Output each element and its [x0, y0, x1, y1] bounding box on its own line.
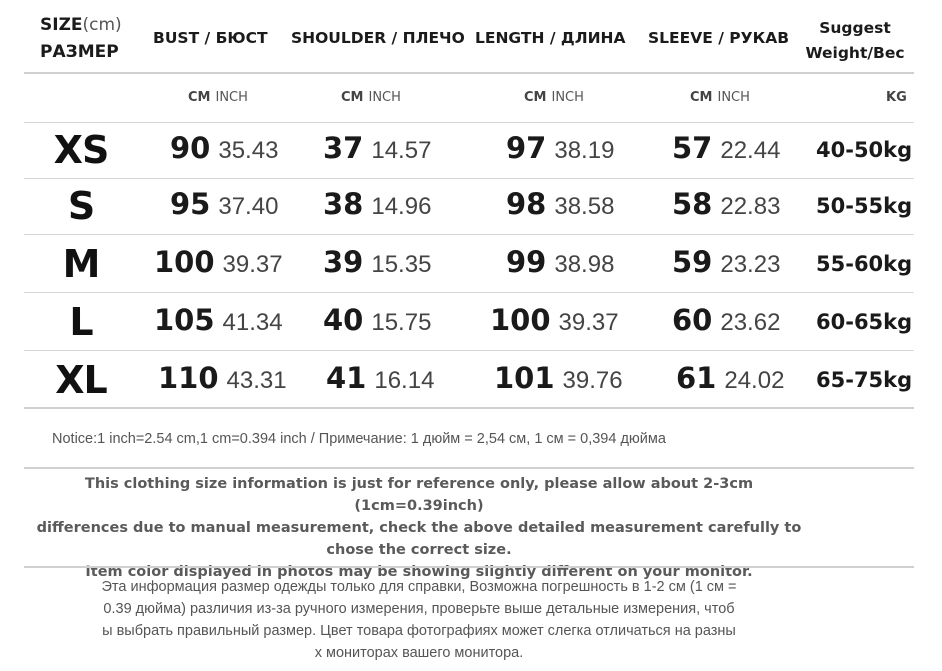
info-line: differences due to manual measurement, c… [36, 520, 802, 536]
length-cell: 97 38.19 [506, 131, 615, 165]
sleeve-cell: 60 23.62 [672, 303, 781, 337]
row-divider [24, 234, 914, 235]
shoulder-cell: 39 15.35 [323, 245, 432, 279]
info-line: This clothing size information is just f… [84, 476, 754, 514]
length-cell: 101 39.76 [494, 361, 623, 395]
info-line: ы выбрать правильный размер. Цвет товара… [102, 623, 736, 639]
shoulder-cell: 41 16.14 [326, 361, 435, 395]
info-paragraph-en: This clothing size information is just f… [24, 473, 814, 583]
length-header: LENGTH / ДЛИНА [475, 29, 626, 47]
info-line: chose the correct size. [326, 542, 512, 558]
sleeve-cell: 58 22.83 [672, 187, 781, 221]
weight-cell: 55-60kg [816, 252, 913, 276]
size-header-bottom: РАЗМЕР [40, 42, 119, 62]
sleeve-header: SLEEVE / РУКАВ [648, 29, 790, 47]
info-line: х мониторах вашего монитора. [314, 645, 524, 661]
bust-header: BUST / БЮСТ [153, 29, 268, 47]
weight-cell: 50-55kg [816, 194, 913, 218]
weight-header-bottom: Weight/Вес [805, 44, 905, 62]
weight-header: Suggest Weight/Вес [804, 16, 906, 66]
bust-cell: 90 35.43 [170, 131, 279, 165]
size-header-top: SIZE [40, 15, 83, 35]
shoulder-header: SHOULDER / ПЛЕЧО [291, 29, 465, 47]
sleeve-cell: 61 24.02 [676, 361, 785, 395]
sleeve-cell: 59 23.23 [672, 245, 781, 279]
size-label: L [69, 300, 93, 344]
shoulder-cell: 38 14.96 [323, 187, 432, 221]
weight-units: KG [886, 90, 907, 105]
weight-cell: 65-75kg [816, 368, 913, 392]
row-divider [24, 292, 914, 293]
size-label: M [62, 242, 101, 286]
bust-cell: 100 39.37 [154, 245, 283, 279]
length-units: CM INCH [524, 90, 584, 105]
info-line: 0.39 дюйма) различия из-за ручного измер… [103, 601, 735, 617]
length-cell: 99 38.98 [506, 245, 615, 279]
header-divider [24, 72, 914, 74]
shoulder-units: CM INCH [341, 90, 401, 105]
size-header: SIZE(cm) РАЗМЕР [40, 12, 122, 66]
length-cell: 100 39.37 [490, 303, 619, 337]
sleeve-cell: 57 22.44 [672, 131, 781, 165]
info-divider [24, 566, 914, 568]
conversion-notice: Notice:1 inch=2.54 cm,1 cm=0.394 inch / … [52, 431, 666, 447]
bust-cell: 95 37.40 [170, 187, 279, 221]
length-cell: 98 38.58 [506, 187, 615, 221]
weight-header-top: Suggest [819, 19, 891, 37]
size-label: XL [55, 358, 108, 402]
size-label: XS [53, 128, 110, 172]
row-divider [24, 178, 914, 179]
row-divider [24, 350, 914, 351]
shoulder-cell: 40 15.75 [323, 303, 432, 337]
sleeve-units: CM INCH [690, 90, 750, 105]
bust-cell: 110 43.31 [158, 361, 287, 395]
size-header-unit: (cm) [82, 15, 122, 35]
size-label: S [67, 184, 95, 228]
weight-cell: 60-65kg [816, 310, 913, 334]
bust-units: CM INCH [188, 90, 248, 105]
table-bottom-divider [24, 407, 914, 409]
notice-divider [24, 467, 914, 469]
info-line: Item color displayed in photos may be sh… [85, 564, 753, 580]
info-paragraph-ru: Эта информация размер одежды только для … [24, 576, 814, 664]
bust-cell: 105 41.34 [154, 303, 283, 337]
shoulder-cell: 37 14.57 [323, 131, 432, 165]
info-line: Эта информация размер одежды только для … [101, 579, 737, 595]
unit-divider [24, 122, 914, 123]
weight-cell: 40-50kg [816, 138, 913, 162]
